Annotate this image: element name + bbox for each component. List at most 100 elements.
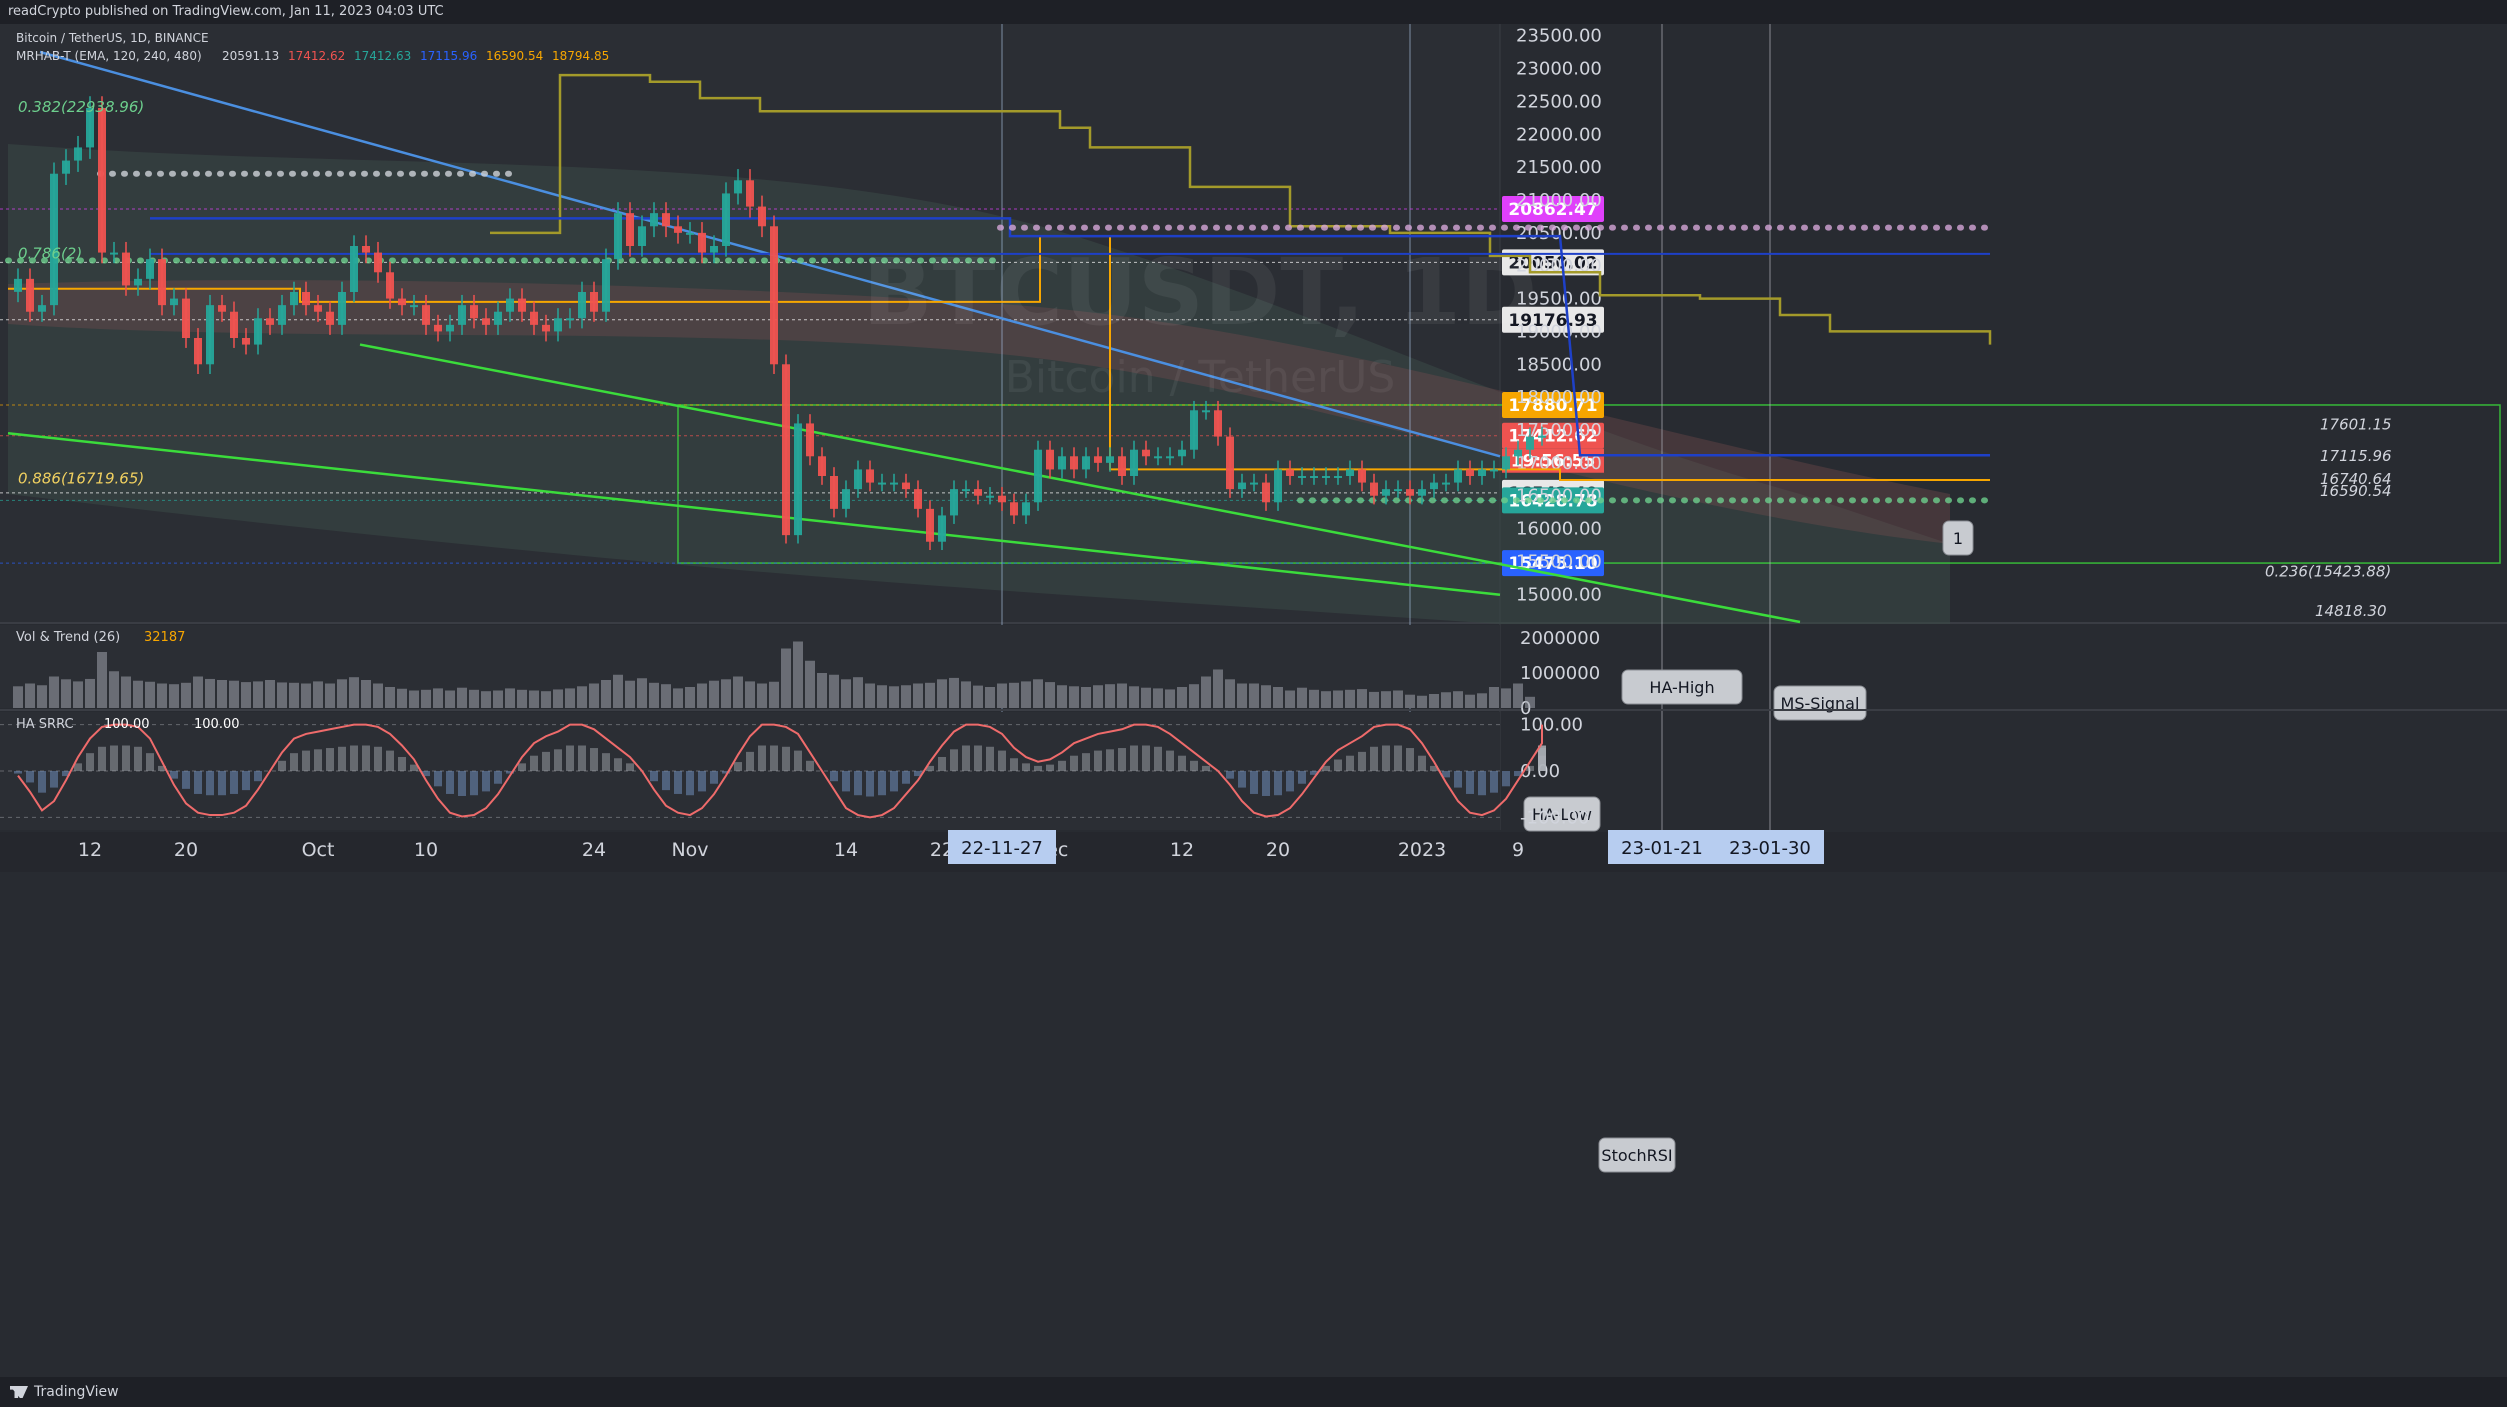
oscillator-histogram-bar — [614, 758, 622, 771]
volume-bar — [541, 691, 551, 708]
oscillator-histogram-bar — [1274, 771, 1282, 796]
volume-bar — [289, 682, 299, 708]
time-axis-strip — [0, 832, 2507, 872]
candle — [482, 318, 490, 325]
volume-bar — [1249, 683, 1259, 708]
oscillator-histogram-bar — [470, 771, 478, 796]
oscillator-tick-label: 100.00 — [1520, 715, 1583, 736]
price-tick-label: 15500.00 — [1516, 551, 1602, 572]
candle — [638, 226, 646, 246]
candle — [1082, 456, 1090, 470]
candle — [1130, 449, 1138, 476]
stochrsi-line — [17, 723, 1543, 819]
candle — [986, 495, 994, 498]
oscillator-histogram-bar — [950, 749, 958, 771]
candle — [554, 318, 562, 332]
volume-tick-label: 1000000 — [1520, 663, 1600, 684]
oscillator-histogram-bar — [710, 771, 718, 784]
candle — [1478, 469, 1486, 476]
oscillator-histogram-bar — [1082, 753, 1090, 771]
volume-bar — [337, 679, 347, 708]
oscillator-histogram-bar — [914, 771, 922, 777]
price-tick-label: 19000.00 — [1516, 321, 1602, 342]
volume-bar — [661, 684, 671, 708]
volume-bar — [457, 687, 467, 708]
volume-bar — [1465, 694, 1475, 708]
volume-bar — [721, 679, 731, 708]
volume-bar — [1165, 689, 1175, 708]
footer-brand: TradingView — [34, 1384, 119, 1400]
chart-svg[interactable]: 20862.4720050.0219176.9317880.7117412.62… — [0, 24, 2507, 1377]
candle — [1334, 476, 1342, 478]
volume-bar — [913, 683, 923, 708]
candle — [1490, 469, 1498, 472]
candle — [1154, 456, 1162, 459]
volume-bar — [649, 682, 659, 708]
indicator-legend-value: 16590.54 — [486, 49, 543, 63]
candle — [1034, 449, 1042, 503]
volume-bar — [1009, 682, 1019, 708]
oscillator-histogram-bar — [26, 771, 34, 783]
candle — [1202, 410, 1210, 413]
volume-bar — [217, 680, 227, 708]
oscillator-histogram-bar — [338, 746, 346, 771]
time-tick-label: 9 — [1512, 839, 1524, 861]
candle — [578, 292, 586, 319]
volume-bar — [889, 686, 899, 708]
volume-bar — [697, 683, 707, 708]
callout-label: StochRSI — [1601, 1146, 1672, 1165]
oscillator-histogram-bar — [1070, 755, 1078, 771]
volume-bar — [1501, 688, 1511, 708]
oscillator-histogram-bar — [194, 771, 202, 794]
oscillator-histogram-bar — [230, 771, 238, 794]
oscillator-histogram-bar — [1154, 746, 1162, 771]
volume-panel-title: Vol & Trend (26) — [16, 630, 120, 645]
volume-bar — [1357, 689, 1367, 708]
oscillator-panel: -100.00 0.00 100.00 HA SRRC 100.00 100.00 — [0, 712, 1589, 830]
candle — [770, 226, 778, 365]
publisher-header: readCrypto published on TradingView.com,… — [0, 0, 2507, 24]
candle — [602, 259, 610, 312]
oscillator-histogram-bar — [326, 748, 334, 771]
candle — [854, 469, 862, 490]
callout-ha-high: HA-High — [1621, 669, 1743, 705]
candle — [842, 489, 850, 509]
oscillator-panel-title: HA SRRC — [16, 717, 74, 732]
volume-bar — [73, 681, 83, 708]
volume-bar — [301, 683, 311, 708]
time-axis[interactable]: 1220Oct1024Nov1422Dec12202023922-11-2723… — [0, 830, 2507, 872]
volume-bar — [1081, 687, 1091, 708]
volume-bar — [1441, 692, 1451, 708]
oscillator-histogram-bar — [1118, 748, 1126, 771]
candle — [314, 305, 322, 312]
candle — [1190, 410, 1198, 450]
candle — [782, 364, 790, 536]
oscillator-histogram-bar — [878, 771, 886, 796]
candle — [1538, 435, 1546, 438]
oscillator-histogram-bar — [974, 745, 982, 771]
volume-bar — [673, 688, 683, 708]
candle — [350, 246, 358, 292]
oscillator-histogram-bar — [854, 771, 862, 796]
candle — [926, 508, 934, 542]
volume-bar — [277, 682, 287, 708]
candle-series — [14, 96, 1546, 551]
volume-bar — [1453, 691, 1463, 708]
oscillator-histogram-bar — [62, 771, 70, 777]
time-tick-label: 12 — [78, 839, 102, 861]
volume-bar — [133, 680, 143, 708]
candle — [866, 469, 874, 483]
oscillator-histogram-bar — [650, 771, 658, 782]
candle — [1094, 456, 1102, 463]
candle — [386, 272, 394, 299]
candle — [794, 423, 802, 536]
volume-bar — [85, 678, 95, 708]
price-tick-label: 16000.00 — [1516, 519, 1602, 540]
oscillator-histogram-bar — [242, 771, 250, 791]
level-price-label: 19176.93 — [1508, 311, 1597, 331]
oscillator-histogram-bar — [1478, 771, 1486, 796]
oscillator-histogram-bar — [206, 771, 214, 796]
price-tick-label: 22500.00 — [1516, 91, 1602, 112]
volume-bar — [997, 683, 1007, 708]
volume-bar — [97, 652, 107, 708]
